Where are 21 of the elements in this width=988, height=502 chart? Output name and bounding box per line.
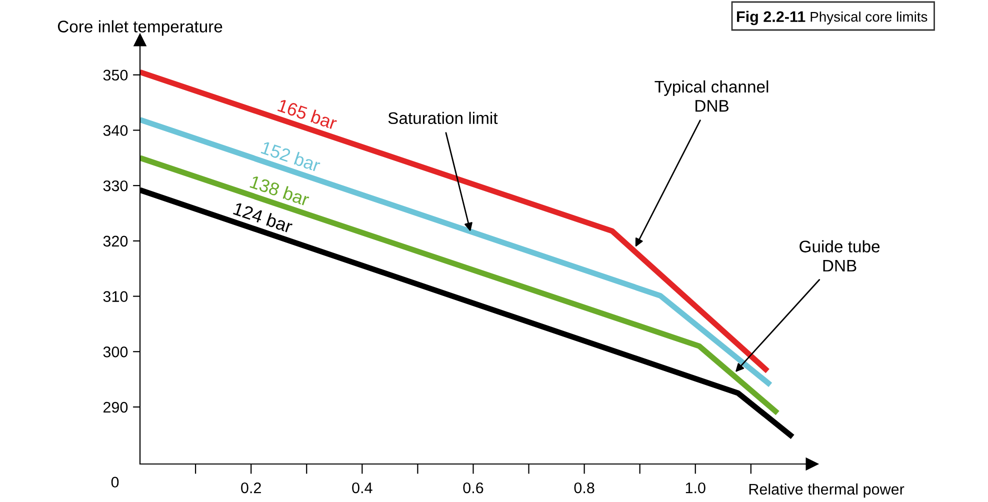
- annotation: Guide tube DNB: [800, 240, 880, 272]
- y-tick-label: 330: [103, 180, 128, 192]
- text: 165 bar: [277, 98, 338, 130]
- text: 0: [111, 476, 119, 488]
- y-axis-title: Core inlet temperature: [58, 20, 222, 36]
- y-tick-label: 290: [103, 402, 128, 413]
- chart-title: Fig 2.2-11 Physical core limits: [737, 10, 928, 26]
- y-tick-label: 340: [103, 125, 128, 136]
- annotation: Saturation limit: [388, 112, 498, 124]
- x-tick-label: 0.8: [574, 482, 594, 494]
- x-tick-label: 1.0: [686, 482, 706, 494]
- x-tick-label: 0.6: [463, 482, 484, 494]
- y-tick-label: 310: [103, 291, 128, 302]
- x-tick-label: 0.2: [241, 482, 261, 494]
- text: 152 bar: [260, 140, 322, 172]
- y-tick-label: 300: [103, 346, 128, 358]
- annotation: Typical channel DNB: [654, 80, 768, 112]
- x-axis-title: Relative thermal power: [749, 483, 904, 498]
- x-tick-label: 0.4: [352, 482, 372, 494]
- y-tick-label: 320: [103, 236, 128, 247]
- y-tick-label: 350: [103, 70, 128, 81]
